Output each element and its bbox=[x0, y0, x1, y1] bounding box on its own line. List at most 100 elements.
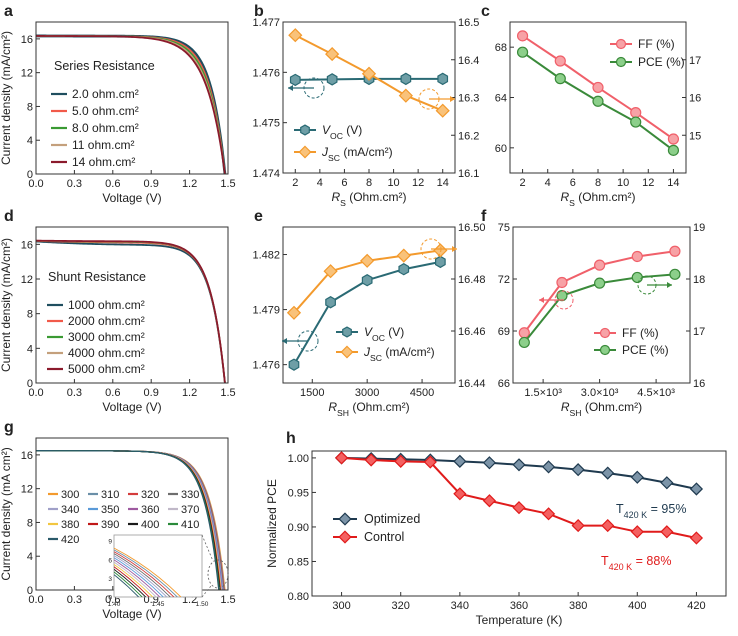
x-tick-label: 360 bbox=[510, 600, 528, 612]
panel-label: f bbox=[481, 208, 487, 225]
y-tick-label: 1.00 bbox=[288, 453, 309, 465]
x-tick-label: 0.0 bbox=[28, 387, 43, 399]
axis-indicator-ring bbox=[554, 290, 574, 310]
x-tick-label: 14 bbox=[667, 177, 679, 189]
inset-y-tick-label: 0 bbox=[108, 595, 112, 602]
legend-label: 370 bbox=[181, 504, 199, 516]
x-axis-label-part: (Ohm.cm²) bbox=[349, 400, 410, 414]
y-tick-label: 1.476 bbox=[252, 67, 280, 79]
y-tick-label: 19 bbox=[693, 222, 705, 234]
y-tick-label: 16 bbox=[21, 239, 33, 251]
x-axis-label-part: SH bbox=[337, 408, 349, 418]
x-tick-label: 4 bbox=[545, 177, 551, 189]
plot-frame bbox=[512, 226, 691, 384]
plot-lines bbox=[36, 450, 226, 590]
x-tick-label: 2 bbox=[520, 177, 526, 189]
y-tick-label: 0 bbox=[27, 585, 33, 597]
x-tick-label: 14 bbox=[437, 177, 449, 189]
y-tick-label: 4 bbox=[27, 551, 33, 563]
legend-label: 340 bbox=[61, 504, 79, 516]
x-tick-label: 4500 bbox=[410, 387, 434, 399]
y-tick-label: 0.90 bbox=[288, 522, 309, 534]
x-axis-label-part: R bbox=[328, 400, 337, 414]
inset-x-tick-label: 1.45 bbox=[152, 601, 165, 608]
panel-label: a bbox=[4, 3, 13, 20]
y-tick-label: 64 bbox=[495, 93, 507, 105]
legend-marker bbox=[338, 530, 352, 544]
legend-marker bbox=[342, 326, 352, 338]
data-point bbox=[433, 243, 448, 258]
data-point bbox=[630, 470, 644, 484]
y-tick-label: 16.46 bbox=[458, 326, 486, 338]
inset-y-tick-label: 6 bbox=[108, 557, 112, 564]
data-point bbox=[434, 255, 446, 269]
x-tick-label: 0.6 bbox=[105, 387, 120, 399]
data-point bbox=[592, 81, 604, 94]
data-point bbox=[594, 259, 606, 271]
legend-label: VOC (V) bbox=[322, 123, 362, 141]
legend-label: 4000 ohm.cm² bbox=[68, 346, 145, 360]
y-tick-label: 75 bbox=[498, 222, 510, 234]
annotation-control-retention-part: = 88% bbox=[632, 554, 671, 568]
x-tick-label: 0.0 bbox=[28, 594, 43, 606]
panel-b: 2 4 6 8 10 12 14 1.474 1.475 1.476 1.477 16.1 16.2 16… bbox=[252, 3, 479, 208]
data-point bbox=[516, 30, 529, 42]
y-tick-label: 69 bbox=[498, 326, 510, 338]
y-tick-label: 16.44 bbox=[458, 378, 486, 390]
legend-label: 420 bbox=[61, 534, 79, 546]
y-tick-label: 8 bbox=[27, 517, 33, 529]
legend-label: VOC (V) bbox=[364, 325, 404, 343]
legend-label: PCE (%) bbox=[638, 55, 685, 69]
x-tick-label: 1.5 bbox=[220, 594, 235, 606]
data-point bbox=[554, 73, 566, 85]
x-tick-label: 3000 bbox=[355, 387, 379, 399]
panel-d: 0.0 0.3 0.6 0.9 1.2 1.5 0 4 8 12 16 Voltage (V) Curr… bbox=[0, 208, 236, 414]
data-point bbox=[556, 276, 568, 289]
x-tick-label: 1.2 bbox=[182, 178, 197, 190]
data-point bbox=[334, 451, 349, 465]
x-axis-label-part: S bbox=[569, 198, 575, 208]
plot-lines bbox=[36, 239, 226, 383]
data-point bbox=[601, 466, 615, 480]
x-tick-label: 340 bbox=[451, 600, 469, 612]
x-tick-label: 1500 bbox=[300, 387, 324, 399]
y-tick-label: 16.48 bbox=[458, 274, 486, 286]
y-tick-label: 1.477 bbox=[252, 17, 280, 29]
legend-marker bbox=[615, 38, 627, 50]
legend-label: 320 bbox=[141, 489, 159, 501]
panel-label: c bbox=[481, 3, 490, 20]
data-point bbox=[689, 531, 704, 545]
data-point bbox=[667, 133, 680, 145]
x-tick-label: 0.0 bbox=[28, 178, 43, 190]
data-point bbox=[361, 66, 377, 81]
annotation-control-retention-part: 420 K bbox=[609, 562, 633, 572]
legend-label: 1000 ohm.cm² bbox=[68, 298, 145, 312]
x-tick-label: 1.5 bbox=[220, 387, 235, 399]
data-point bbox=[518, 336, 530, 349]
x-tick-label: 1.5 bbox=[220, 178, 235, 190]
legend-label-part: SC bbox=[328, 153, 340, 163]
x-tick-label: 3.0×10³ bbox=[581, 387, 619, 399]
y-tick-label: 1.482 bbox=[252, 250, 280, 262]
data-point bbox=[541, 460, 556, 474]
panel-label: d bbox=[4, 208, 14, 225]
y-tick-label: 1.474 bbox=[252, 168, 280, 180]
series-line-1000ohmcm bbox=[36, 240, 226, 383]
y-tick-label: 4 bbox=[27, 343, 33, 355]
panel-e: 1500 3000 4500 1.476 1.479 1.482 16.44 16.46 16.… bbox=[252, 208, 485, 418]
legend-label-part: J bbox=[363, 345, 371, 359]
data-point bbox=[396, 248, 411, 263]
x-tick-label: 0.6 bbox=[105, 178, 120, 190]
x-tick-label: 0.3 bbox=[67, 594, 82, 606]
legend-label-part: FF (%) bbox=[622, 326, 659, 340]
annotation-optimized-retention: T420 K = 95% bbox=[616, 502, 686, 520]
data-point bbox=[398, 263, 410, 276]
plot-frame bbox=[282, 226, 456, 384]
legend-label: 360 bbox=[141, 504, 159, 516]
legend-label-part: PCE (%) bbox=[622, 343, 669, 357]
panel-label: g bbox=[4, 419, 14, 436]
y-tick-label: 4 bbox=[27, 135, 33, 147]
panel-label: h bbox=[286, 430, 296, 447]
data-point bbox=[325, 46, 340, 62]
